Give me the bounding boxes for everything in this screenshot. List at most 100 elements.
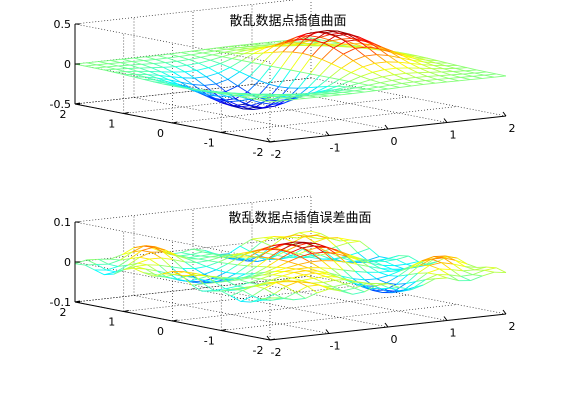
mesh-line bbox=[431, 258, 442, 264]
mesh-line bbox=[216, 46, 229, 49]
mesh-line bbox=[94, 66, 107, 69]
mesh-line bbox=[228, 44, 241, 47]
mesh-line bbox=[288, 253, 299, 258]
mesh-line bbox=[281, 99, 294, 102]
mesh-line bbox=[113, 71, 124, 76]
mesh-line bbox=[239, 238, 253, 247]
mesh-line bbox=[364, 55, 375, 64]
mesh-line bbox=[305, 96, 318, 99]
mesh-line bbox=[276, 261, 289, 268]
mesh-line bbox=[323, 251, 334, 262]
x-tick-label: -1 bbox=[330, 142, 341, 155]
mesh-line bbox=[405, 72, 418, 74]
mesh-line bbox=[396, 283, 406, 285]
mesh-line bbox=[345, 261, 358, 265]
mesh-line bbox=[196, 70, 207, 78]
mesh-line bbox=[379, 256, 390, 259]
mesh-line bbox=[239, 245, 251, 252]
mesh-line bbox=[239, 100, 252, 106]
mesh-line bbox=[439, 74, 452, 77]
mesh-line bbox=[326, 237, 337, 247]
mesh-line bbox=[462, 270, 473, 276]
mesh-line bbox=[331, 268, 342, 277]
mesh-line bbox=[358, 282, 371, 289]
mesh-line bbox=[221, 290, 232, 297]
mesh-line bbox=[179, 54, 192, 58]
grid-line bbox=[133, 295, 330, 334]
mesh-line bbox=[254, 285, 265, 289]
mesh-line bbox=[192, 48, 205, 52]
mesh-line bbox=[143, 58, 156, 62]
mesh-line bbox=[417, 72, 428, 77]
mesh-line bbox=[374, 62, 385, 70]
mesh-line bbox=[251, 61, 262, 65]
mesh-line bbox=[435, 81, 448, 84]
mesh-line bbox=[143, 78, 154, 83]
mesh-line bbox=[368, 82, 381, 86]
mesh-line bbox=[335, 35, 346, 42]
mesh-line bbox=[386, 255, 399, 260]
mesh-line bbox=[394, 263, 407, 267]
mesh-line bbox=[384, 67, 397, 71]
mesh-line bbox=[348, 76, 361, 82]
mesh-line bbox=[96, 64, 107, 68]
mesh-line bbox=[123, 267, 134, 270]
mesh-line bbox=[221, 288, 234, 292]
mesh-line bbox=[181, 52, 192, 56]
mesh-line bbox=[458, 79, 471, 82]
grid-line bbox=[123, 87, 360, 114]
mesh-line bbox=[174, 64, 187, 68]
y-tick-mark bbox=[221, 329, 227, 331]
mesh-line bbox=[299, 230, 312, 234]
mesh-line bbox=[297, 281, 308, 287]
mesh-line bbox=[251, 42, 264, 45]
mesh-line bbox=[137, 262, 148, 266]
mesh-line bbox=[354, 88, 367, 92]
mesh-line bbox=[106, 269, 117, 273]
mesh-line bbox=[384, 259, 397, 262]
mesh-line bbox=[264, 288, 275, 295]
mesh-line bbox=[347, 33, 358, 41]
mesh-line bbox=[180, 81, 193, 85]
x-tick-mark bbox=[443, 118, 448, 123]
mesh-line bbox=[248, 98, 261, 104]
mesh-line bbox=[302, 247, 313, 254]
mesh-line bbox=[263, 45, 276, 54]
mesh-line bbox=[163, 251, 176, 256]
mesh-line bbox=[453, 263, 466, 267]
mesh-line bbox=[191, 284, 202, 292]
mesh-line bbox=[376, 88, 389, 92]
mesh-line bbox=[191, 88, 202, 92]
mesh-line bbox=[170, 76, 183, 79]
mesh-line bbox=[176, 60, 188, 66]
mesh-line bbox=[347, 240, 360, 244]
mesh-line bbox=[259, 256, 269, 259]
mesh-line bbox=[255, 47, 266, 50]
mesh-line bbox=[118, 64, 130, 67]
mesh-line bbox=[280, 244, 293, 251]
mesh-line bbox=[376, 283, 389, 287]
mesh-line bbox=[233, 255, 246, 260]
mesh-line bbox=[296, 242, 307, 247]
mesh-line bbox=[310, 256, 323, 260]
mesh-line bbox=[472, 74, 485, 77]
mesh-line bbox=[305, 292, 318, 299]
mesh-line bbox=[113, 71, 126, 73]
mesh-line bbox=[396, 259, 407, 265]
mesh-line bbox=[496, 73, 507, 77]
mesh-line bbox=[382, 264, 393, 270]
mesh-line bbox=[496, 267, 507, 273]
mesh-line bbox=[387, 283, 400, 288]
mesh-line bbox=[323, 279, 336, 283]
mesh-line bbox=[161, 257, 174, 261]
mesh-line bbox=[312, 251, 324, 254]
mesh-line bbox=[361, 258, 374, 262]
mesh-line bbox=[333, 260, 346, 263]
mesh-line bbox=[203, 283, 214, 291]
mesh-line bbox=[380, 82, 391, 86]
mesh-line bbox=[337, 237, 349, 244]
mesh-line bbox=[110, 58, 123, 61]
mesh-line bbox=[106, 66, 117, 70]
mesh-line bbox=[129, 250, 142, 260]
mesh-line bbox=[184, 69, 197, 73]
